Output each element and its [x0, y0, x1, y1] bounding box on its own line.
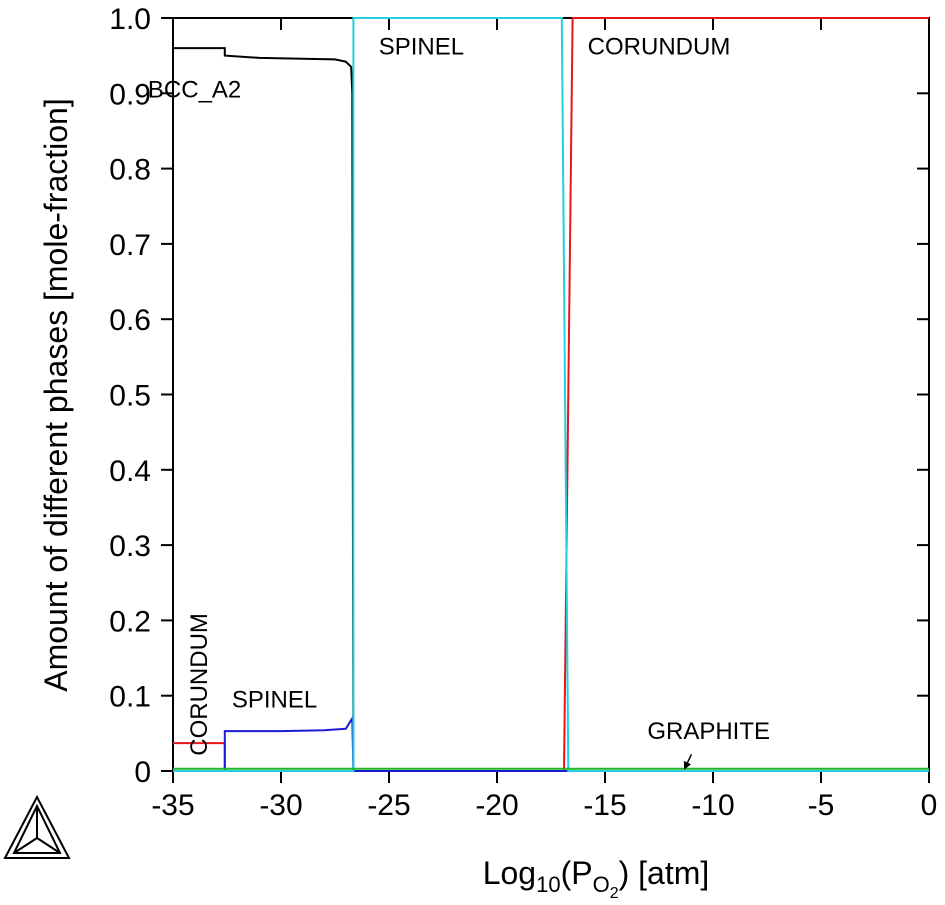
phase-label: GRAPHITE — [647, 718, 770, 745]
series-line-bcc-a2 — [173, 47, 929, 772]
phase-label: SPINEL — [232, 686, 317, 713]
x-tick-label: -15 — [583, 789, 626, 822]
phase-label: CORUNDUM — [186, 613, 213, 756]
plot-area: -35 -30 -25 -20 -15 -10 -5 0 0 0.1 0.2 0.3 0.4 0.5 0.6… — [109, 3, 937, 822]
y-tick-label: 0.8 — [109, 154, 151, 187]
x-tick-label: -10 — [691, 789, 734, 822]
x-axis-label-base: Log — [483, 855, 536, 891]
x-tick-label: -25 — [367, 789, 410, 822]
phase-label: CORUNDUM — [588, 34, 731, 61]
series-line-spinel — [173, 17, 929, 772]
y-tick-label: 0.3 — [109, 530, 151, 563]
x-axis-label-mid: (P — [561, 855, 593, 891]
y-tick-label: 0.2 — [109, 605, 151, 638]
y-tick-label: 0.7 — [109, 229, 151, 262]
x-axis-label-sub2: O — [593, 872, 610, 897]
phase-label: SPINEL — [379, 34, 464, 61]
x-tick-label: -20 — [475, 789, 518, 822]
x-tick-label: -5 — [808, 789, 835, 822]
x-tick-label: 0 — [921, 789, 938, 822]
series-line-corundum — [173, 17, 929, 772]
y-axis-label: Amount of different phases [mole-fractio… — [38, 98, 74, 692]
x-tick-label: -35 — [151, 789, 194, 822]
x-tick-label: -30 — [259, 789, 302, 822]
plot-frame — [172, 17, 930, 772]
x-axis-label: Log10(PO2) [atm] — [483, 855, 710, 902]
graphite-arrow — [683, 754, 693, 770]
y-tick-label: 0.9 — [109, 78, 151, 111]
y-tick-label: 0 — [134, 756, 151, 789]
y-tick-label: 0.4 — [109, 455, 151, 488]
series-line-spinel — [173, 714, 929, 772]
thermo-calc-logo-icon — [3, 794, 71, 859]
y-tick-label: 0.6 — [109, 304, 151, 337]
y-tick-label: 1.0 — [109, 3, 151, 36]
x-axis-label-sub: 10 — [536, 872, 560, 897]
phase-label: BCC_A2 — [148, 77, 241, 104]
y-tick-label: 0.5 — [109, 380, 151, 413]
x-axis-label-tail: ) [atm] — [619, 855, 710, 891]
y-tick-label: 0.1 — [109, 681, 151, 714]
x-axis-label-sub3: 2 — [610, 885, 619, 902]
